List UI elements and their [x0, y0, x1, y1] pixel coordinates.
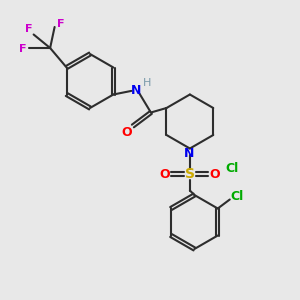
Text: O: O [121, 125, 132, 139]
Text: N: N [184, 147, 194, 161]
Text: S: S [185, 167, 195, 181]
Text: O: O [210, 167, 220, 181]
Text: Cl: Cl [226, 161, 239, 175]
Text: F: F [58, 19, 65, 29]
Text: F: F [26, 24, 33, 34]
Text: H: H [143, 78, 152, 88]
Text: O: O [159, 167, 170, 181]
Text: Cl: Cl [231, 190, 244, 203]
Text: N: N [131, 83, 141, 97]
Text: F: F [19, 44, 26, 55]
